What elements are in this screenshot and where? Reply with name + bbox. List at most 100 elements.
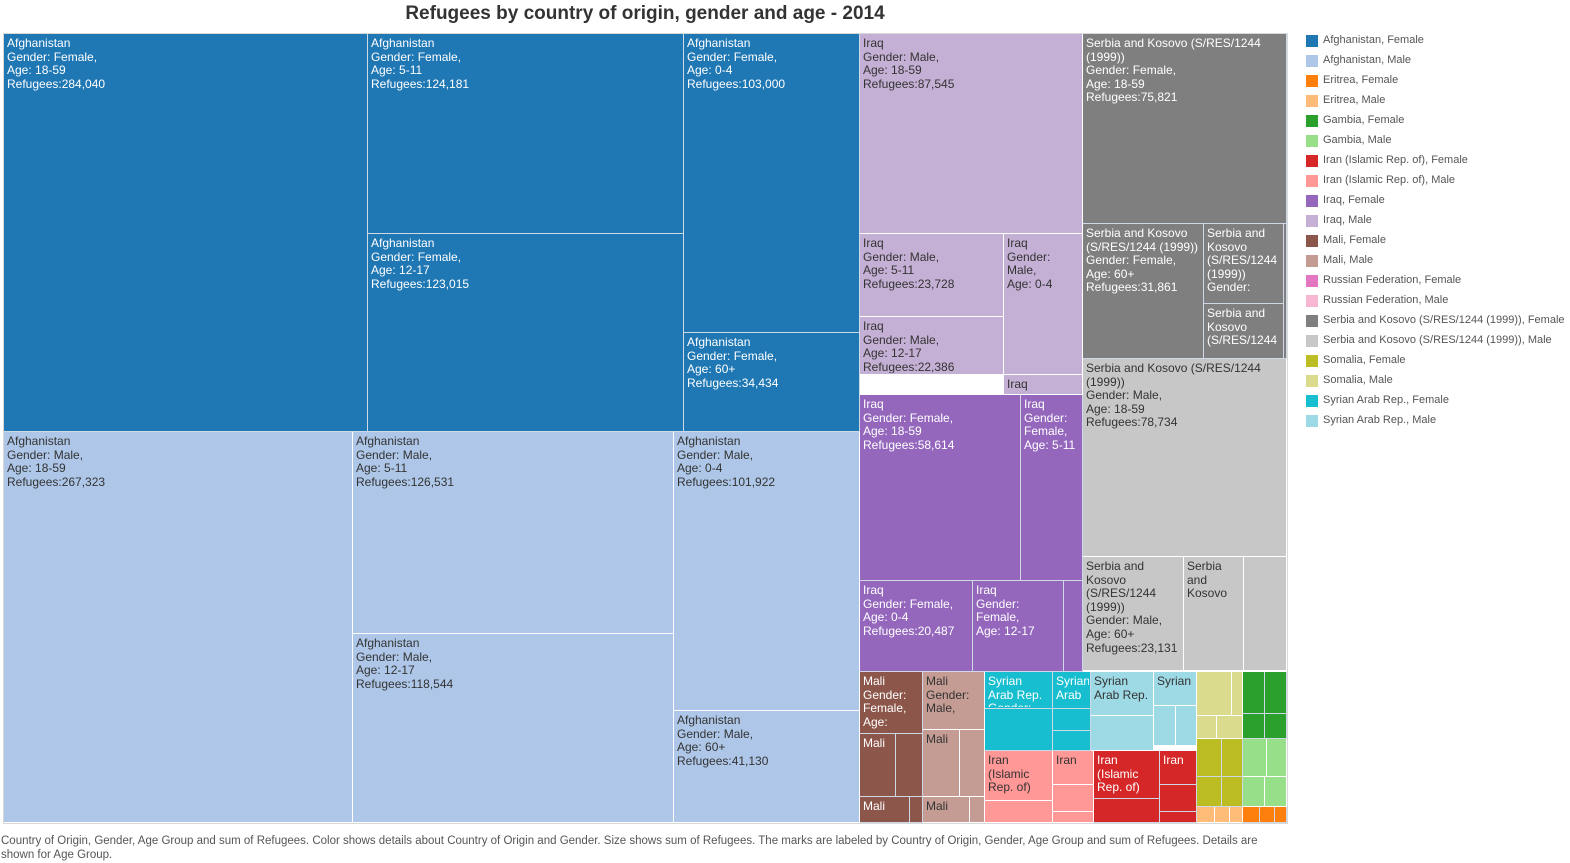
treemap-cell-syrian-arab-rep-male-46[interactable]: Syrian	[1154, 672, 1197, 706]
treemap-cell-gambia-female-68[interactable]	[1265, 672, 1287, 714]
treemap-cell-eritrea-male-77[interactable]	[1230, 807, 1243, 823]
treemap-cell-somalia-female-63[interactable]	[1197, 739, 1222, 777]
legend-item[interactable]: Serbia and Kosovo (S/RES/1244 (1999)), M…	[1302, 333, 1570, 353]
treemap-cell-serbia-and-kosovo-s-res-1244-1999-female-24[interactable]	[1284, 224, 1287, 359]
treemap-cell-syrian-arab-rep-male-45[interactable]	[1091, 716, 1154, 751]
treemap-cell-serbia-and-kosovo-s-res-1244-1999-male-28[interactable]	[1244, 557, 1287, 671]
treemap-cell-serbia-and-kosovo-s-res-1244-1999-female-23[interactable]: Serbia and Kosovo (S/RES/1244	[1204, 304, 1284, 359]
treemap-cell-somalia-female-66[interactable]	[1222, 777, 1243, 807]
legend-item[interactable]: Syrian Arab Rep., Male	[1302, 413, 1570, 433]
legend-item[interactable]: Mali, Male	[1302, 253, 1570, 273]
treemap-cell-mali-male-38[interactable]	[970, 797, 985, 823]
legend-item[interactable]: Iraq, Male	[1302, 213, 1570, 233]
treemap-cell-afghanistan-female-0-4[interactable]: Afghanistan Gender: Female, Age: 0-4 Ref…	[684, 34, 860, 333]
legend-item[interactable]: Gambia, Male	[1302, 133, 1570, 153]
treemap-cell-iran-islamic-rep-of-female-55[interactable]	[1094, 799, 1160, 823]
treemap-cell-mali-male-35[interactable]: Mali	[923, 730, 960, 797]
treemap-cell-iraq-female-5-11[interactable]: Iraq Gender: Female, Age: 5-11	[1021, 395, 1083, 581]
treemap-cell-serbia-and-kosovo-s-res-1244-1999-male-27[interactable]: Serbia and Kosovo	[1184, 557, 1244, 671]
treemap-cell-afghanistan-female-18-59[interactable]: Afghanistan Gender: Female, Age: 18-59 R…	[4, 34, 368, 432]
legend-item[interactable]: Somalia, Female	[1302, 353, 1570, 373]
legend-item[interactable]: Eritrea, Male	[1302, 93, 1570, 113]
treemap-cell-iran-islamic-rep-of-male-50[interactable]	[985, 801, 1053, 823]
treemap-cell-iraq-male-60[interactable]: Iraq	[1004, 375, 1083, 395]
treemap-cell-gambia-male-71[interactable]	[1243, 739, 1267, 777]
treemap-cell-gambia-male-73[interactable]	[1243, 777, 1265, 807]
treemap-cell-serbia-and-kosovo-s-res-1244-1999-male-60[interactable]: Serbia and Kosovo (S/RES/1244 (1999)) Ge…	[1083, 557, 1184, 671]
treemap-cell-iraq-male-18-59[interactable]: Iraq Gender: Male, Age: 18-59 Refugees:8…	[860, 34, 1083, 234]
treemap-cell-gambia-female-69[interactable]	[1243, 714, 1265, 739]
treemap-cell-eritrea-male-76[interactable]	[1215, 807, 1230, 823]
legend-item[interactable]: Iran (Islamic Rep. of), Female	[1302, 153, 1570, 173]
treemap-cell-iraq-male-12-17[interactable]: Iraq Gender: Male, Age: 12-17 Refugees:2…	[860, 317, 1004, 375]
treemap-cell-eritrea-male-75[interactable]	[1197, 807, 1215, 823]
treemap-cell-iraq-male-0-4[interactable]: Iraq Gender: Male, Age: 0-4	[1004, 234, 1083, 375]
treemap-cell-afghanistan-female-60[interactable]: Afghanistan Gender: Female, Age: 60+ Ref…	[684, 333, 860, 432]
treemap-cell-serbia-and-kosovo-s-res-1244-1999-female-60[interactable]: Serbia and Kosovo (S/RES/1244 (1999)) Ge…	[1083, 224, 1204, 359]
treemap-cell-syrian-arab-rep-female-41[interactable]	[1053, 709, 1091, 731]
treemap-cell-iran-islamic-rep-of-female-57[interactable]	[1160, 785, 1197, 812]
treemap-cell-somalia-female-64[interactable]	[1222, 739, 1243, 777]
treemap-cell-afghanistan-male-5-11[interactable]: Afghanistan Gender: Male, Age: 5-11 Refu…	[353, 432, 674, 634]
treemap-cell-afghanistan-male-60[interactable]: Afghanistan Gender: Male, Age: 60+ Refug…	[674, 711, 860, 823]
legend-item[interactable]: Mali, Female	[1302, 233, 1570, 253]
legend-item[interactable]: Syrian Arab Rep., Female	[1302, 393, 1570, 413]
treemap-cell-syrian-arab-rep-male-44[interactable]: Syrian Arab Rep.	[1091, 672, 1154, 716]
legend-item[interactable]: Afghanistan, Female	[1302, 33, 1570, 53]
treemap-cell-iraq-female-0-4[interactable]: Iraq Gender: Female, Age: 0-4 Refugees:2…	[860, 581, 973, 672]
legend-item[interactable]: Somalia, Male	[1302, 373, 1570, 393]
treemap-cell-mali-female-29[interactable]: Mali Gender: Female, Age:	[860, 672, 923, 734]
treemap-cell-serbia-and-kosovo-s-res-1244-1999-female-18-59[interactable]: Serbia and Kosovo (S/RES/1244 (1999)) Ge…	[1083, 34, 1287, 224]
legend-item[interactable]: Russian Federation, Male	[1302, 293, 1570, 313]
treemap-cell-syrian-arab-rep-female-39[interactable]: Syrian Arab Rep. Gender:	[985, 672, 1053, 709]
treemap-cell-somalia-male-62[interactable]	[1217, 716, 1243, 739]
treemap-cell-iraq-male-5-11[interactable]: Iraq Gender: Male, Age: 5-11 Refugees:23…	[860, 234, 1004, 317]
treemap-cell-eritrea-female-78[interactable]	[1243, 807, 1260, 823]
treemap-cell-gambia-male-72[interactable]	[1267, 739, 1287, 777]
treemap-cell-mali-male-37[interactable]: Mali	[923, 797, 970, 823]
treemap-cell-afghanistan-male-12-17[interactable]: Afghanistan Gender: Male, Age: 12-17 Ref…	[353, 634, 674, 823]
treemap-cell-syrian-arab-rep-female-42[interactable]	[1053, 731, 1091, 751]
treemap-cell-iran-islamic-rep-of-female-58[interactable]	[1160, 812, 1197, 823]
legend-item[interactable]: Iran (Islamic Rep. of), Male	[1302, 173, 1570, 193]
treemap-cell-syrian-arab-rep-female-40[interactable]: Syrian Arab	[1053, 672, 1091, 709]
treemap-cell-mali-female-33[interactable]	[910, 797, 923, 823]
treemap-cell-iran-islamic-rep-of-male-51[interactable]: Iran	[1053, 751, 1094, 785]
treemap-cell-iraq-female-12-17[interactable]: Iraq Gender: Female, Age: 12-17	[973, 581, 1064, 672]
treemap-cell-eritrea-female-79[interactable]	[1260, 807, 1275, 823]
treemap-cell-iran-islamic-rep-of-female-54[interactable]: Iran (Islamic Rep. of)	[1094, 751, 1160, 799]
treemap-cell-syrian-arab-rep-female-43[interactable]	[985, 709, 1053, 751]
legend-item[interactable]: Eritrea, Female	[1302, 73, 1570, 93]
treemap-cell-mali-male-36[interactable]	[960, 730, 985, 797]
treemap-cell-afghanistan-male-18-59[interactable]: Afghanistan Gender: Male, Age: 18-59 Ref…	[4, 432, 353, 823]
treemap-cell-mali-male-34[interactable]: Mali Gender: Male,	[923, 672, 985, 730]
legend-item[interactable]: Russian Federation, Female	[1302, 273, 1570, 293]
treemap-cell-iraq-female-18-59[interactable]: Iraq Gender: Female, Age: 18-59 Refugees…	[860, 395, 1021, 581]
treemap-cell-iran-islamic-rep-of-male-49[interactable]: Iran (Islamic Rep. of)	[985, 751, 1053, 801]
treemap-cell-iran-islamic-rep-of-male-53[interactable]	[1053, 812, 1094, 823]
legend-item[interactable]: Afghanistan, Male	[1302, 53, 1570, 73]
treemap-cell-mali-female-30[interactable]: Mali	[860, 734, 896, 797]
treemap-cell-somalia-male-61[interactable]	[1197, 716, 1217, 739]
treemap-cell-somalia-female-65[interactable]	[1197, 777, 1222, 807]
treemap-cell-iran-islamic-rep-of-female-56[interactable]: Iran	[1160, 751, 1197, 785]
treemap-cell-gambia-female-67[interactable]	[1243, 672, 1265, 714]
treemap-cell-mali-female-32[interactable]: Mali	[860, 797, 910, 823]
legend-item[interactable]: Serbia and Kosovo (S/RES/1244 (1999)), F…	[1302, 313, 1570, 333]
treemap-cell-iraq-female-60[interactable]	[1064, 581, 1083, 672]
treemap-cell-afghanistan-male-0-4[interactable]: Afghanistan Gender: Male, Age: 0-4 Refug…	[674, 432, 860, 711]
treemap-cell-somalia-male-60[interactable]	[1232, 672, 1243, 716]
treemap-cell-syrian-arab-rep-male-47[interactable]	[1154, 706, 1176, 746]
legend-item[interactable]: Iraq, Female	[1302, 193, 1570, 213]
treemap-cell-syrian-arab-rep-male-48[interactable]	[1176, 706, 1197, 746]
treemap-cell-eritrea-female-80[interactable]	[1275, 807, 1287, 823]
treemap-cell-gambia-male-74[interactable]	[1265, 777, 1287, 807]
treemap-cell-iran-islamic-rep-of-male-52[interactable]	[1053, 785, 1094, 812]
treemap-cell-gambia-female-70[interactable]	[1265, 714, 1287, 739]
treemap-cell-afghanistan-female-5-11[interactable]: Afghanistan Gender: Female, Age: 5-11 Re…	[368, 34, 684, 234]
treemap-cell-mali-female-31[interactable]	[896, 734, 923, 797]
treemap-cell-afghanistan-female-12-17[interactable]: Afghanistan Gender: Female, Age: 12-17 R…	[368, 234, 684, 432]
treemap-cell-serbia-and-kosovo-s-res-1244-1999-male-18-59[interactable]: Serbia and Kosovo (S/RES/1244 (1999)) Ge…	[1083, 359, 1287, 557]
treemap-cell-somalia-male-59[interactable]	[1197, 672, 1232, 716]
legend-item[interactable]: Gambia, Female	[1302, 113, 1570, 133]
